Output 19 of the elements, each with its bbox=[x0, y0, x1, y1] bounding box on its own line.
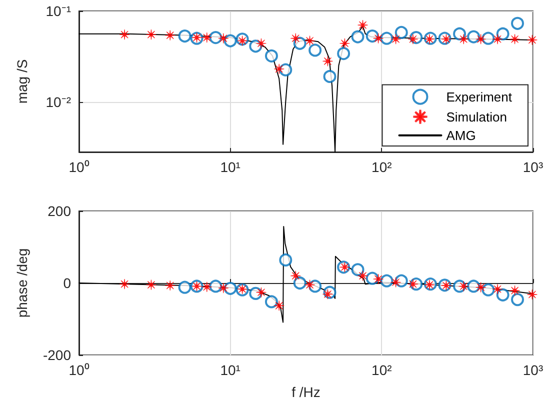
x-tick-label: 10³ bbox=[522, 159, 544, 175]
y-tick-label: 10⁻² bbox=[46, 94, 72, 110]
x-tick-label: 10⁰ bbox=[68, 159, 90, 175]
legend-label: AMG bbox=[446, 128, 476, 143]
y-tick-label: 0 bbox=[63, 275, 72, 291]
y-axis-title: mag /S bbox=[14, 59, 30, 104]
x-tick-label: 10² bbox=[372, 362, 392, 378]
x-tick-label: 10⁰ bbox=[68, 362, 90, 378]
x-tick-label: 10¹ bbox=[220, 362, 241, 378]
legend-label: Simulation bbox=[446, 109, 507, 124]
y-tick-label: 200 bbox=[48, 203, 72, 219]
legend-label: Experiment bbox=[446, 89, 512, 104]
y-axis-title: phase /deg bbox=[14, 248, 30, 318]
y-tick-label: 10⁻¹ bbox=[46, 3, 72, 19]
x-axis-title: f /Hz bbox=[292, 384, 320, 400]
x-tick-label: 10³ bbox=[522, 362, 544, 378]
y-tick-label: -200 bbox=[42, 347, 72, 363]
x-tick-label: 10² bbox=[372, 159, 392, 175]
x-tick-label: 10¹ bbox=[220, 159, 241, 175]
